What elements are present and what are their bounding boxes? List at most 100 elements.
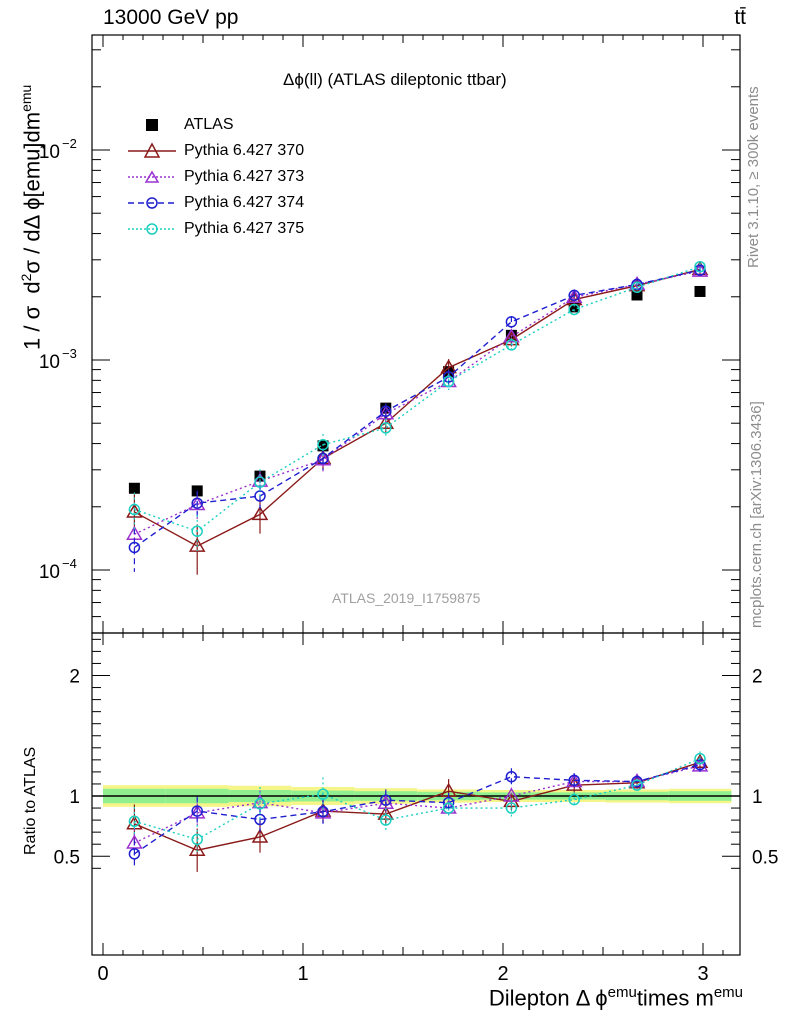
legend-item-375: Pythia 6.427 375: [128, 216, 304, 242]
legend-item-373: Pythia 6.427 373: [128, 164, 304, 190]
series-line: [134, 270, 701, 535]
ratio-series-line: [134, 761, 701, 851]
ratio-y-tick-label-right: 2: [752, 667, 763, 688]
ratio-data-point: [128, 848, 141, 860]
ratio-series-line: [134, 757, 701, 841]
ratio-y-tick-label-right: 0.5: [752, 847, 778, 868]
data-point: [631, 281, 643, 294]
data-point: [191, 497, 203, 509]
x-axis-label: Dilepton Δ ϕemutimes memu: [488, 984, 743, 1011]
ratio-y-tick-label: 1: [69, 787, 80, 808]
x-tick-label: 0: [97, 963, 108, 985]
series-line: [133, 269, 701, 549]
ratio-data-point: [380, 794, 392, 806]
legend-marker-374: [128, 197, 176, 209]
data-point: [188, 496, 206, 511]
ratio-data-point: [128, 815, 141, 828]
legend-item-atlas: ATLAS: [128, 112, 304, 138]
ratio-y-tick-label-right: 1: [752, 787, 763, 808]
y-tick-exponent: −2: [62, 136, 77, 151]
collision-label: 13000 GeV pp: [103, 6, 239, 29]
series-pythia-6-427-373: [126, 262, 709, 555]
series-atlas: [128, 285, 706, 497]
ratio-y-tick-label: 0.5: [54, 847, 80, 868]
ratio-data-point: [442, 802, 455, 814]
y-tick-label: 10: [39, 352, 60, 373]
data-point: [568, 303, 580, 316]
ratio-data-point: [314, 804, 332, 819]
series-line: [134, 266, 701, 533]
y-tick-label: 10: [39, 562, 60, 583]
legend-marker-375: [128, 223, 176, 235]
ratio-data-point: [631, 779, 643, 791]
ratio-y-tick-label: 2: [69, 667, 80, 688]
legend-label: ATLAS: [184, 116, 234, 133]
data-point: [442, 371, 455, 383]
series-pythia-6-427-370: [126, 260, 709, 575]
legend: ATLAS Pythia 6.427 370 Pythia 6.427 373 …: [128, 112, 304, 242]
ratio-data-point: [442, 796, 455, 809]
ratio-data-point: [694, 758, 706, 771]
legend-label: Pythia 6.427 374: [184, 194, 305, 211]
ratio-data-point: [380, 814, 392, 826]
ratio-data-point: [191, 805, 203, 817]
y-tick-exponent: −3: [62, 346, 77, 361]
data-point: [251, 505, 269, 521]
ratio-data-point: [505, 770, 518, 783]
ratio-data-point: [251, 828, 269, 843]
data-point: [128, 541, 141, 554]
y-tick-exponent: −4: [62, 556, 77, 571]
data-point: [380, 422, 392, 434]
series-line: [134, 268, 701, 547]
ratio-data-point: [568, 774, 580, 787]
data-point: [694, 261, 706, 273]
legend-marker-370: [128, 142, 176, 158]
data-point: [568, 301, 580, 313]
ratio-data-point: [188, 841, 206, 856]
ratio-data-point: [694, 752, 706, 765]
ratio-data-point: [317, 805, 329, 818]
legend-item-370: Pythia 6.427 370: [128, 138, 304, 164]
y-tick-label: 10: [39, 142, 60, 163]
data-point: [126, 503, 143, 518]
ratio-data-point: [254, 798, 266, 810]
legend-label: Pythia 6.427 373: [184, 168, 305, 185]
ratio-series-pythia-6-427-375: [128, 751, 706, 854]
x-tick-label: 2: [497, 963, 508, 985]
ratio-data-point: [568, 793, 580, 806]
ratio-plot-frame: [91, 632, 741, 956]
legend-marker-atlas: [146, 119, 158, 131]
ratio-data-point: [126, 834, 143, 849]
ratio-series-pythia-6-427-373: [126, 757, 709, 858]
ratio-data-point: [191, 833, 203, 846]
x-tick-label: 1: [297, 963, 308, 985]
data-point: [442, 375, 455, 388]
x-tick-label: 3: [697, 963, 708, 985]
legend-item-374: Pythia 6.427 374: [128, 190, 304, 216]
data-point: [694, 264, 706, 276]
legend-label: Pythia 6.427 375: [184, 220, 305, 237]
ratio-data-point: [254, 813, 266, 826]
data-point: [317, 452, 329, 465]
data-point: [128, 503, 141, 516]
data-point: [631, 289, 643, 301]
data-point: [128, 482, 140, 494]
ratio-series-pythia-6-427-374: [128, 757, 706, 869]
ratio-series-line: [134, 765, 701, 844]
data-point: [694, 285, 706, 297]
legend-label: Pythia 6.427 370: [184, 142, 305, 159]
ratio-series-line: [134, 763, 701, 855]
analysis-reference: ATLAS_2019_I1759875: [332, 590, 481, 606]
plot-title: Δϕ(ll) (ATLAS dileptonic ttbar): [283, 70, 507, 89]
series-pythia-6-427-375: [128, 261, 706, 552]
ratio-data-point: [631, 775, 643, 788]
data-point: [317, 440, 329, 452]
legend-marker-373: [128, 170, 176, 183]
data-point: [505, 316, 518, 328]
data-point: [191, 525, 203, 537]
data-point: [568, 289, 580, 302]
data-point: [314, 451, 332, 466]
data-point: [377, 414, 395, 429]
data-point: [317, 438, 329, 451]
data-point: [380, 405, 392, 418]
